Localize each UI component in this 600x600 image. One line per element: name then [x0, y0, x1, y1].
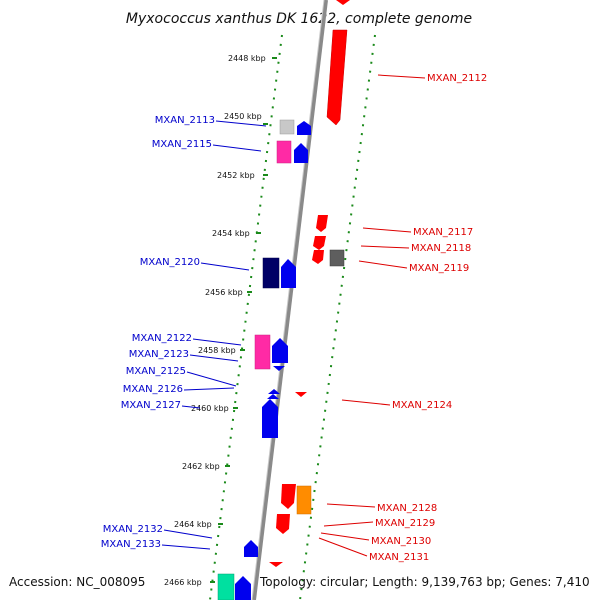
kbp-label: 2452 kbp — [217, 171, 255, 180]
gene-feature-mxan-2115-pink[interactable] — [276, 140, 292, 164]
kbp-label: 2448 kbp — [228, 54, 266, 63]
leader-line — [358, 260, 408, 269]
leader-line — [189, 354, 239, 362]
gene-feature-mxan-2127[interactable] — [262, 399, 278, 438]
right-gene-labels: MXAN_2112 MXAN_2117 MXAN_2118 MXAN_2119 … — [318, 73, 487, 563]
gene-feature-mxan-2124[interactable] — [295, 392, 307, 397]
gene-feature-mxan-2112[interactable] — [326, 29, 348, 126]
leader-line — [318, 537, 368, 557]
leader-line — [215, 120, 267, 127]
kbp-ticks: 2448 kbp 2450 kbp 2452 kbp 2454 kbp 2456… — [164, 54, 277, 587]
leader-line — [377, 74, 426, 79]
left-gene-labels: MXAN_2113 MXAN_2115 MXAN_2120 MXAN_2122 … — [101, 115, 267, 550]
gene-feature-mxan-2113[interactable] — [297, 121, 311, 135]
gene-label[interactable]: MXAN_2131 — [369, 552, 429, 563]
gene-feature-mxan-2118b[interactable] — [312, 250, 324, 264]
leader-line — [200, 262, 250, 271]
gene-label[interactable]: MXAN_2125 — [126, 366, 186, 377]
gene-feature-mxan-2120-navy[interactable] — [262, 257, 280, 289]
gene-feature-mxan-2125[interactable] — [268, 389, 280, 394]
gene-feature-mxan-2117[interactable] — [316, 215, 328, 232]
gene-label[interactable]: MXAN_2123 — [129, 349, 189, 360]
gene-feature-mxan-2113-grey[interactable] — [279, 119, 295, 135]
leader-line — [341, 399, 391, 406]
gene-feature-mxan-2122-pink[interactable] — [254, 334, 271, 370]
gene-label[interactable]: MXAN_2132 — [103, 524, 163, 535]
genome-backbone-highlight — [251, 0, 325, 600]
gene-label[interactable]: MXAN_2130 — [371, 536, 431, 547]
leader-line — [161, 544, 211, 550]
gene-label[interactable]: MXAN_2124 — [392, 400, 452, 411]
gene-feature-bottom-green[interactable] — [217, 573, 235, 600]
gene-feature-mxan-2118[interactable] — [313, 236, 326, 250]
gene-feature-top[interactable] — [336, 0, 350, 5]
gene-label[interactable]: MXAN_2133 — [101, 539, 161, 550]
genome-backbone — [252, 0, 328, 600]
gene-feature-mxan-2120[interactable] — [281, 259, 296, 288]
gene-feature-mxan-2123[interactable] — [272, 338, 288, 363]
gene-feature-mxan-2126[interactable] — [267, 394, 279, 399]
leader-line — [326, 503, 376, 508]
accession-text: Accession: NC_008095 — [9, 575, 145, 589]
kbp-label: 2450 kbp — [224, 112, 262, 121]
gene-feature-mxan-2119[interactable] — [329, 249, 345, 267]
gene-label[interactable]: MXAN_2118 — [411, 243, 471, 254]
leader-line — [163, 529, 213, 539]
map-title: Myxococcus xanthus DK 1622, complete gen… — [126, 11, 472, 27]
kbp-label: 2458 kbp — [198, 346, 236, 355]
gene-feature-mxan-2131[interactable] — [269, 562, 283, 567]
gene-label[interactable]: MXAN_2117 — [413, 227, 473, 238]
gene-feature-bottom-blue[interactable] — [235, 576, 251, 600]
leader-line — [212, 144, 262, 152]
gene-feature-mxan-2129[interactable] — [276, 514, 290, 534]
leader-line — [362, 227, 412, 233]
leader-line — [183, 387, 235, 391]
gene-label[interactable]: MXAN_2129 — [375, 518, 435, 529]
kbp-label: 2454 kbp — [212, 229, 250, 238]
gene-feature-mxan-2128-orange[interactable] — [296, 485, 312, 515]
kbp-label: 2466 kbp — [164, 578, 202, 587]
gene-label[interactable]: MXAN_2113 — [155, 115, 215, 126]
gene-label[interactable]: MXAN_2120 — [140, 257, 200, 268]
leader-line — [186, 371, 237, 387]
plus-strand-genes — [269, 0, 350, 567]
gene-label[interactable]: MXAN_2127 — [121, 400, 181, 411]
leader-line — [320, 532, 370, 541]
gene-feature-mxan-2128[interactable] — [281, 484, 296, 509]
gene-label[interactable]: MXAN_2122 — [132, 333, 192, 344]
gene-label[interactable]: MXAN_2115 — [152, 139, 212, 150]
leader-line — [181, 405, 201, 409]
kbp-label: 2460 kbp — [191, 404, 229, 413]
gene-label[interactable]: MXAN_2119 — [409, 263, 469, 274]
minus-strand-genes — [217, 119, 311, 600]
genome-info-text: Topology: circular; Length: 9,139,763 bp… — [259, 575, 590, 589]
gene-feature-mxan-2123b[interactable] — [273, 366, 285, 371]
kbp-label: 2456 kbp — [205, 288, 243, 297]
gene-label[interactable]: MXAN_2128 — [377, 503, 437, 514]
gene-feature-mxan-2132[interactable] — [244, 540, 258, 557]
leader-line — [192, 338, 242, 346]
kbp-label: 2462 kbp — [182, 462, 220, 471]
leader-line — [360, 245, 410, 249]
gene-feature-mxan-2115[interactable] — [294, 143, 308, 163]
kbp-label: 2464 kbp — [174, 520, 212, 529]
gene-label[interactable]: MXAN_2126 — [123, 384, 183, 395]
leader-line — [323, 521, 374, 527]
gene-label[interactable]: MXAN_2112 — [427, 73, 487, 84]
